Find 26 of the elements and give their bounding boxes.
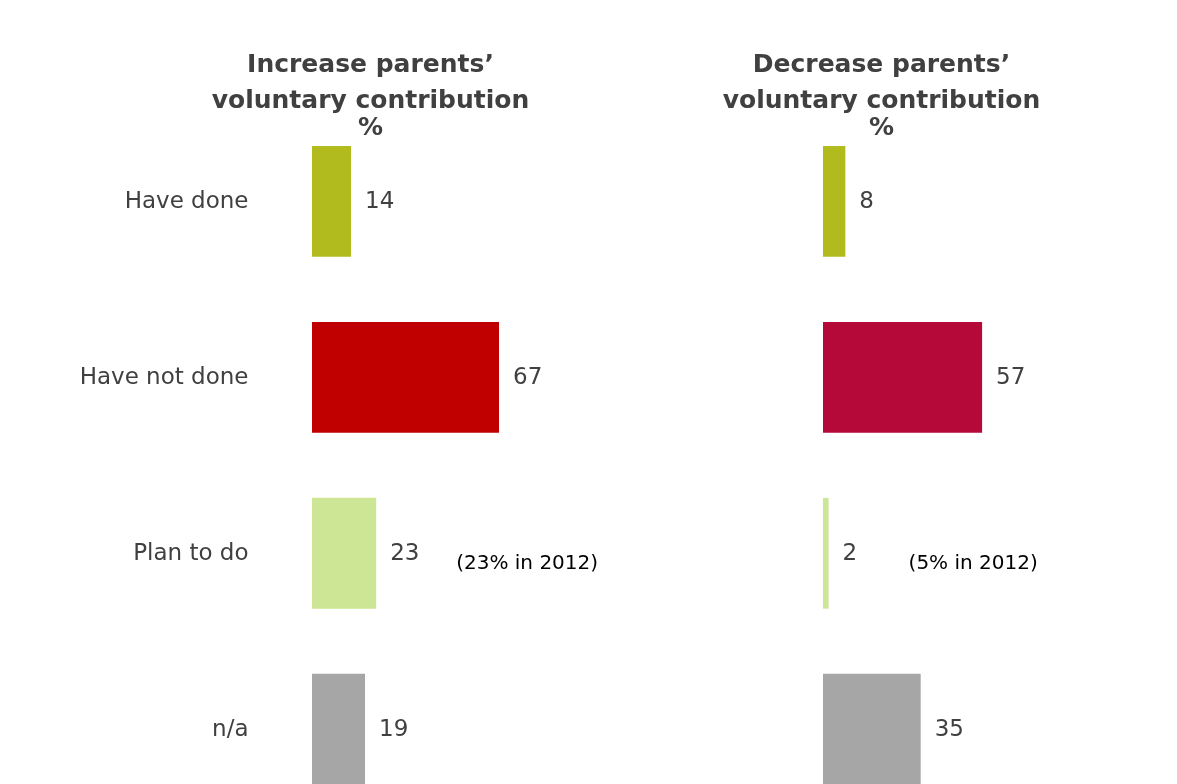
data-label: 67 bbox=[513, 363, 543, 390]
bar bbox=[823, 673, 921, 784]
data-label: 57 bbox=[996, 363, 1026, 390]
chart-subtitle: % bbox=[868, 112, 895, 141]
data-label: 19 bbox=[379, 715, 409, 742]
bar bbox=[312, 321, 499, 433]
bar bbox=[823, 321, 983, 433]
annotation: (5% in 2012) bbox=[908, 550, 1038, 575]
bar bbox=[823, 146, 846, 257]
data-label: 2 bbox=[842, 539, 858, 566]
bar bbox=[312, 497, 377, 609]
data-label: 8 bbox=[859, 187, 874, 214]
bar bbox=[823, 497, 829, 609]
y-tick-label: Plan to do bbox=[133, 539, 249, 566]
chart-title: Decrease parents’ voluntary contribution bbox=[722, 49, 1041, 114]
chart-title: Increase parents’ voluntary contribution bbox=[211, 49, 530, 114]
bar bbox=[312, 146, 352, 257]
data-label: 35 bbox=[934, 715, 964, 742]
annotation: (23% in 2012) bbox=[456, 550, 599, 575]
y-tick-label: n/a bbox=[212, 715, 249, 742]
y-tick-label: Have not done bbox=[79, 363, 249, 390]
bar bbox=[312, 673, 366, 784]
data-label: 23 bbox=[390, 539, 420, 566]
chart-subtitle: % bbox=[357, 112, 384, 141]
data-label: 14 bbox=[365, 187, 395, 214]
y-tick-label: Have done bbox=[124, 187, 249, 214]
